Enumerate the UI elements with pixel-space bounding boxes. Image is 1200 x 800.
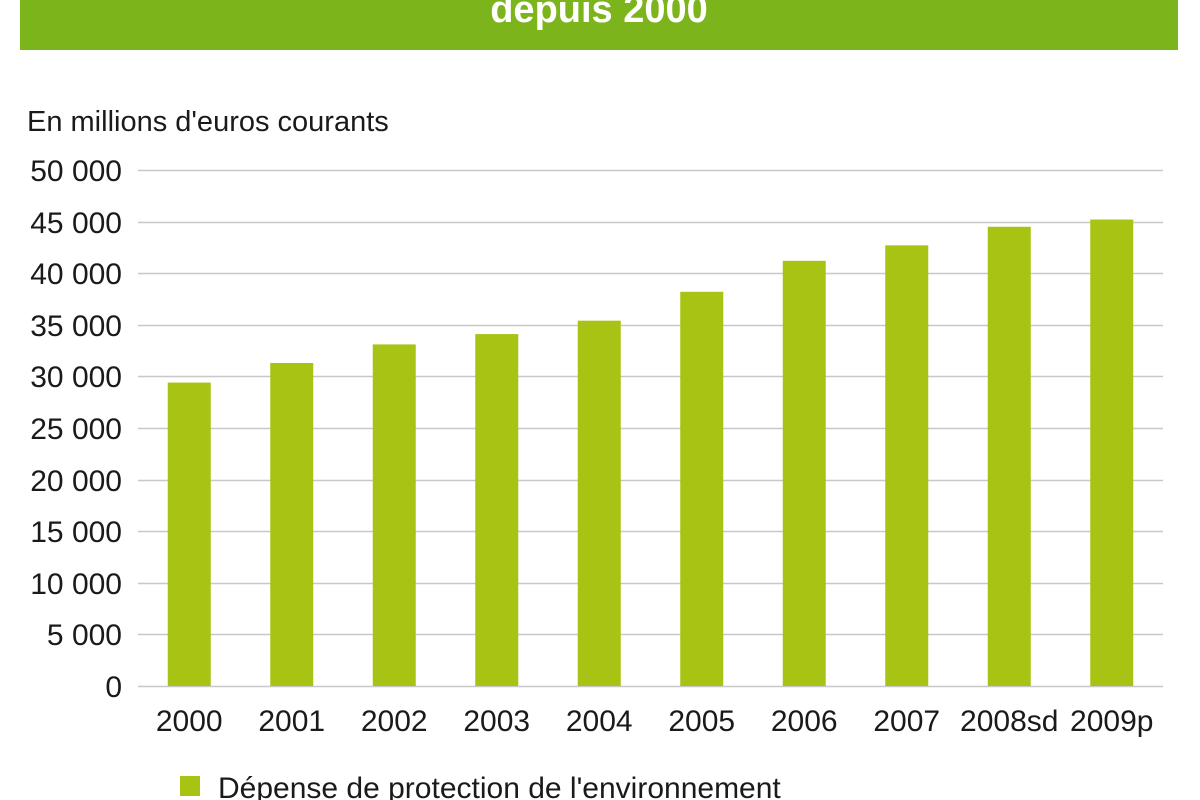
y-tick-label: 50 000 xyxy=(30,155,122,188)
chart-title: depuis 2000 xyxy=(490,0,708,31)
y-tick-label: 40 000 xyxy=(30,258,122,291)
bar-2004 xyxy=(577,320,621,686)
x-tick-labels: 2000 2001 2002 2003 2004 2005 2006 2007 2008sd 20… xyxy=(156,705,1154,738)
x-tick-label: 2009p xyxy=(1070,705,1153,738)
x-tick-label: 2003 xyxy=(463,705,530,738)
x-tick-label: 2001 xyxy=(258,705,325,738)
bar-2009p xyxy=(1090,219,1134,686)
bar-2005 xyxy=(680,291,724,686)
x-tick-label: 2002 xyxy=(361,705,428,738)
y-tick-labels: 0 5 000 10 000 15 000 20 000 25 000 30 000 35 0… xyxy=(30,155,122,704)
legend-label: Dépense de protection de l'environnement xyxy=(218,772,781,800)
x-tick-label: 2005 xyxy=(668,705,735,738)
y-tick-label: 10 000 xyxy=(30,568,122,601)
y-tick-label: 35 000 xyxy=(30,310,122,343)
legend-swatch xyxy=(180,776,200,796)
bar-2001 xyxy=(270,362,314,686)
x-tick-label: 2008sd xyxy=(960,705,1058,738)
bar-2003 xyxy=(475,334,519,686)
y-tick-label: 45 000 xyxy=(30,207,122,240)
x-tick-label: 2007 xyxy=(873,705,940,738)
x-tick-label: 2000 xyxy=(156,705,223,738)
legend: Dépense de protection de l'environnement xyxy=(180,772,980,800)
y-tick-label: 5 000 xyxy=(47,619,122,652)
bar-2008sd xyxy=(987,226,1031,686)
bar-2006 xyxy=(782,260,826,686)
title-banner: depuis 2000 xyxy=(20,0,1178,50)
y-tick-label: 30 000 xyxy=(30,361,122,394)
y-tick-label: 20 000 xyxy=(30,465,122,498)
bar-2007 xyxy=(885,245,929,686)
bar-2002 xyxy=(372,344,416,686)
bars xyxy=(167,219,1134,686)
y-tick-label: 0 xyxy=(105,671,122,704)
x-tick-label: 2006 xyxy=(771,705,838,738)
bar-2000 xyxy=(167,382,211,686)
y-tick-label: 25 000 xyxy=(30,413,122,446)
y-axis-label: En millions d'euros courants xyxy=(27,106,389,138)
x-tick-label: 2004 xyxy=(566,705,633,738)
y-tick-label: 15 000 xyxy=(30,516,122,549)
